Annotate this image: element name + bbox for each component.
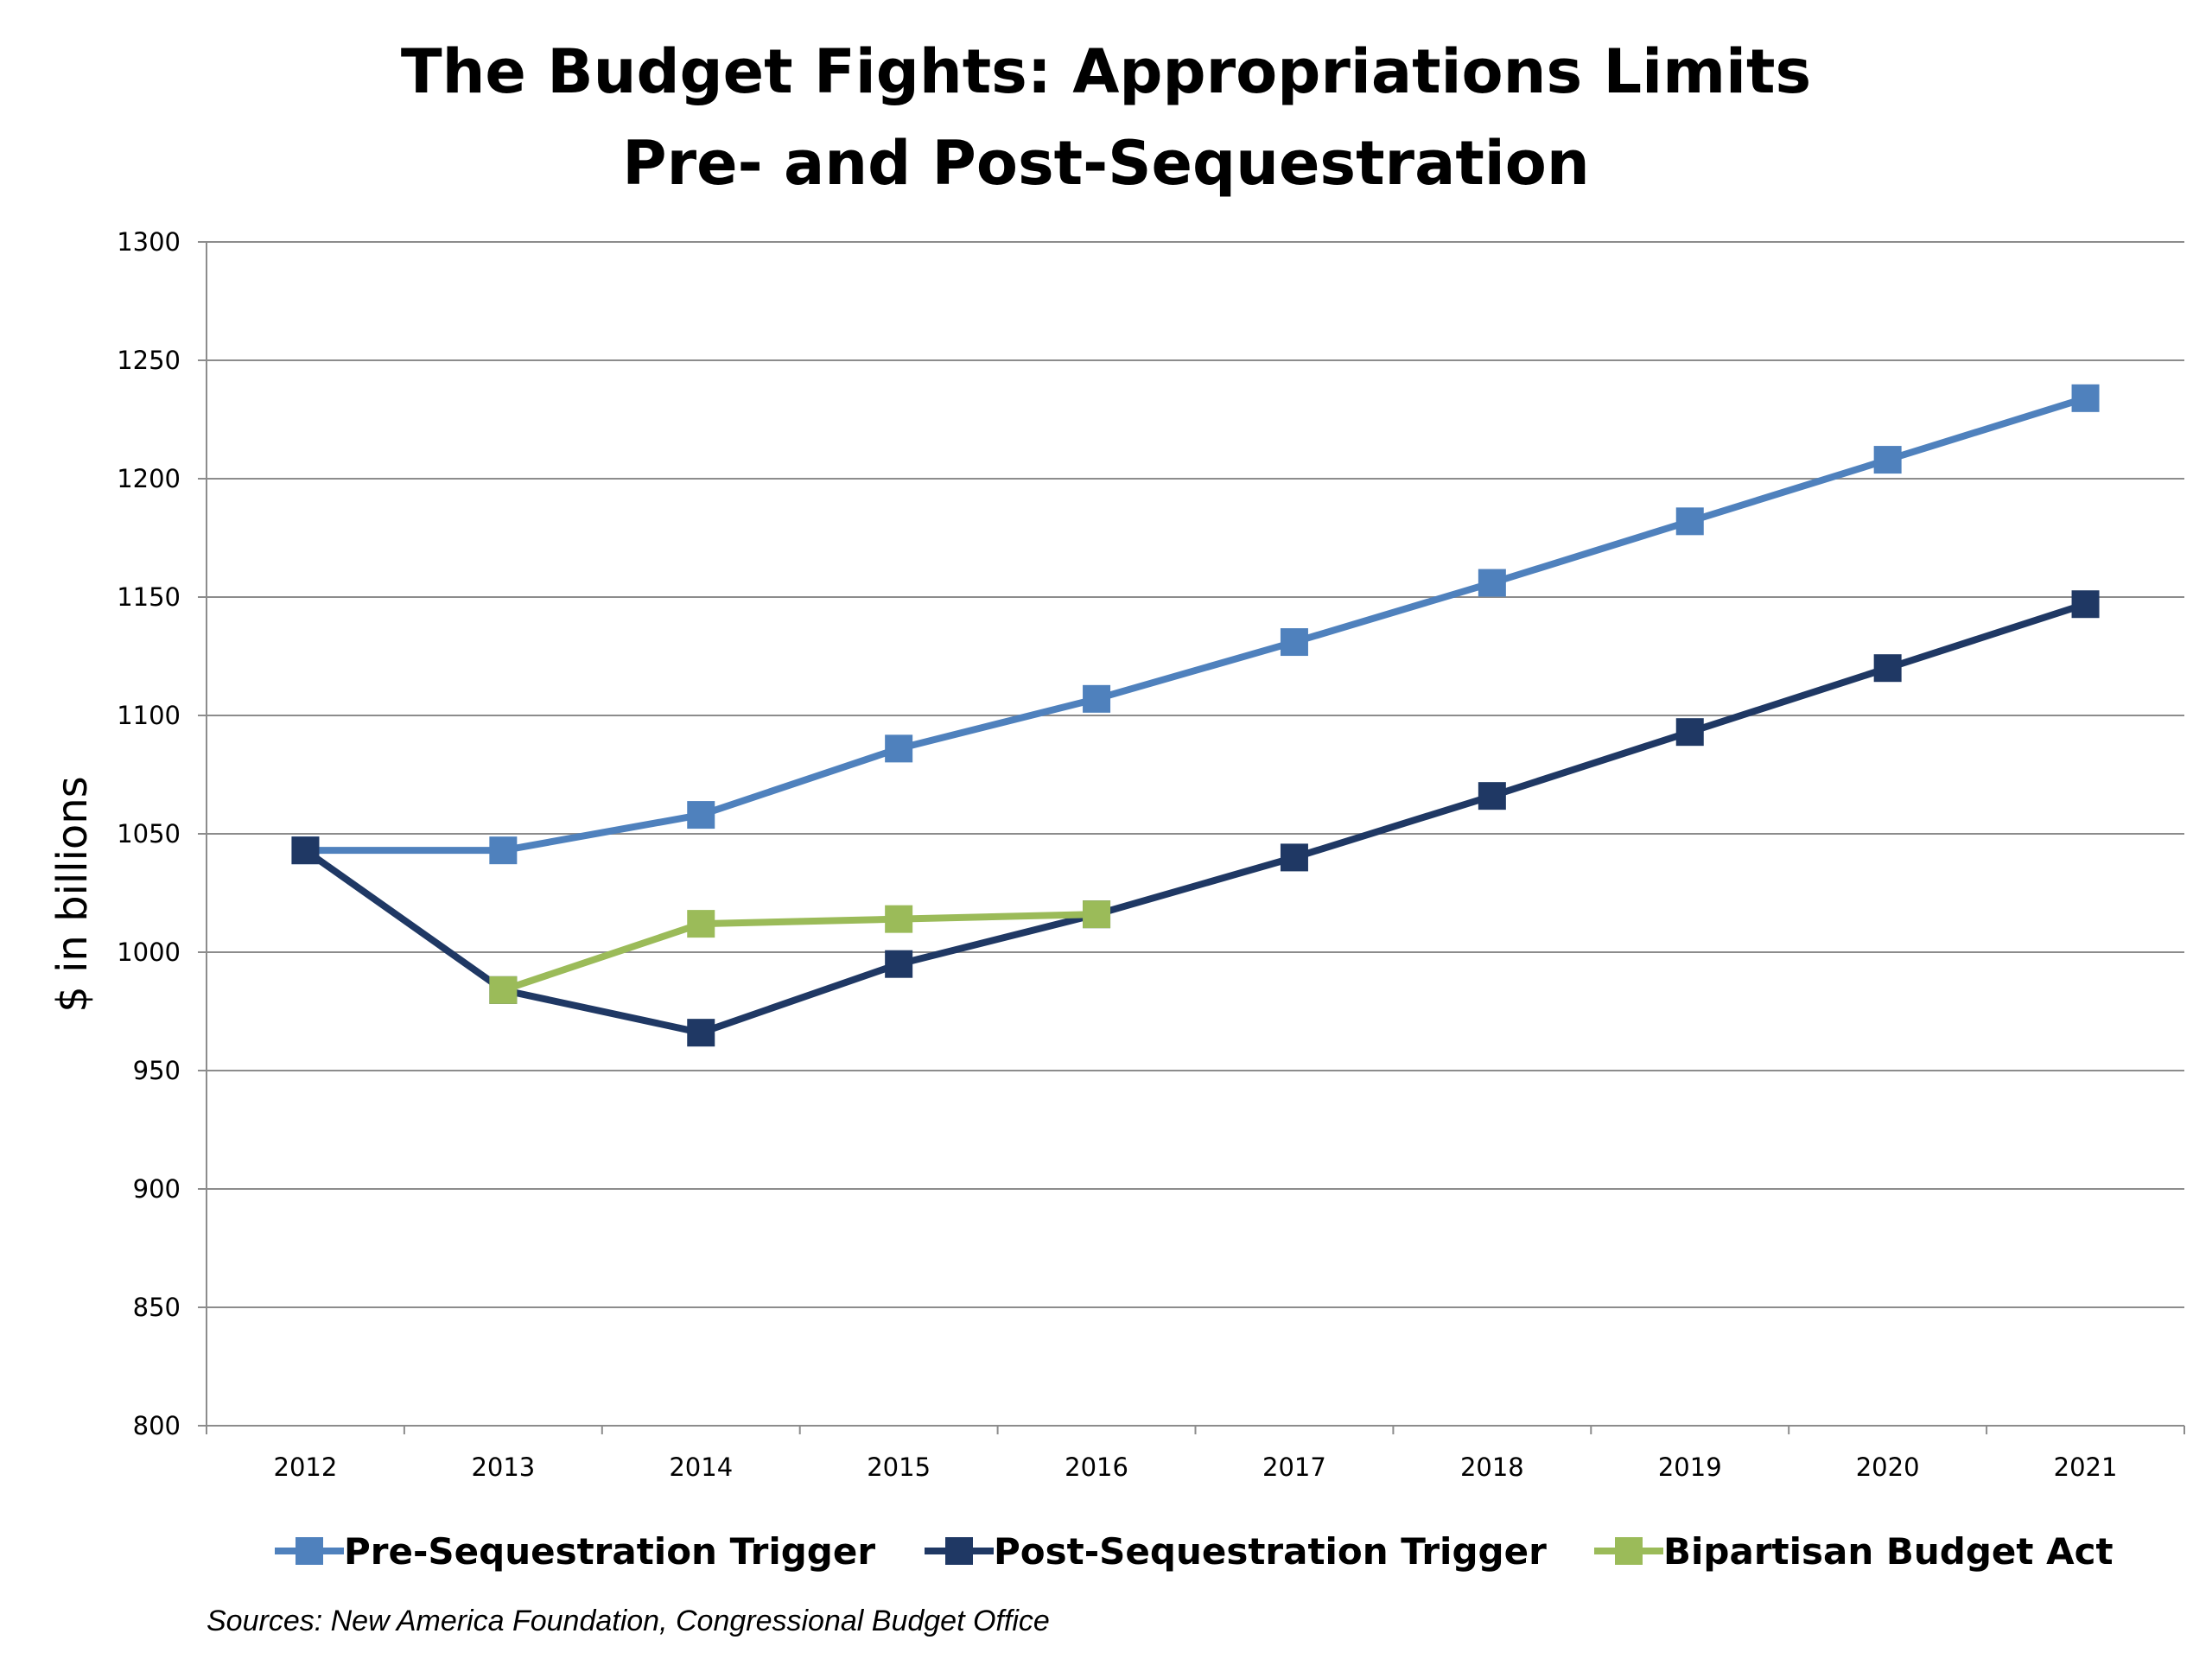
x-tick-label: 2019 [1658, 1452, 1722, 1482]
y-tick-label: 800 [133, 1411, 181, 1440]
data-point [885, 734, 913, 763]
x-tick-labels: 2012 2013 2014 2015 2016 2017 2018 2019 2020 2021 [274, 1452, 2118, 1482]
y-tick-label: 900 [133, 1174, 181, 1204]
data-point [1083, 900, 1111, 929]
source-note: Sources: New America Foundation, Congres… [207, 1605, 1050, 1637]
y-tick-label: 1250 [117, 346, 181, 375]
data-point [2071, 590, 2100, 619]
data-point [687, 1019, 715, 1047]
axes [198, 241, 2185, 1434]
x-tick-label: 2014 [669, 1452, 733, 1482]
chart-title: The Budget Fights: Appropriations Limits… [0, 26, 2212, 209]
data-point [687, 801, 715, 830]
data-point [489, 836, 518, 865]
series-post-sequestration-trigger [291, 590, 2100, 1047]
y-tick-label: 1200 [117, 464, 181, 493]
x-tick-label: 2016 [1065, 1452, 1128, 1482]
data-point [1478, 569, 1506, 597]
series-line [305, 395, 2087, 855]
y-tick-label: 1100 [117, 701, 181, 730]
x-tick-label: 2021 [2054, 1452, 2118, 1482]
y-tick-label: 1300 [117, 227, 181, 257]
legend-marker [1615, 1537, 1643, 1565]
legend-item: Bipartisan Budget Act [1594, 1530, 2113, 1573]
data-point [1280, 843, 1308, 872]
data-point [291, 836, 320, 865]
legend-label: Bipartisan Budget Act [1663, 1530, 2113, 1573]
x-tick-label: 2017 [1262, 1452, 1326, 1482]
data-point [687, 910, 715, 938]
legend-item: Pre-Sequestration Trigger [275, 1530, 875, 1573]
data-series [291, 384, 2100, 1047]
data-point [489, 976, 518, 1004]
x-tick-label: 2013 [471, 1452, 535, 1482]
legend-label: Pre-Sequestration Trigger [344, 1530, 875, 1573]
legend-marker [296, 1537, 323, 1565]
y-tick-label: 1050 [117, 819, 181, 849]
legend-label: Post-Sequestration Trigger [994, 1530, 1547, 1573]
y-tick-label: 1150 [117, 582, 181, 612]
data-point [1675, 507, 1704, 536]
series-bipartisan-budget-act [489, 900, 1111, 1004]
x-tick-label: 2015 [867, 1452, 931, 1482]
data-point [2071, 384, 2100, 412]
legend-item: Post-Sequestration Trigger [925, 1530, 1547, 1573]
y-axis-label: $ in billions [48, 776, 97, 1012]
data-point [1873, 654, 1902, 683]
y-tick-label: 850 [133, 1293, 181, 1322]
data-point [1478, 782, 1506, 810]
x-tick-label: 2012 [274, 1452, 338, 1482]
y-tick-label: 1000 [117, 938, 181, 967]
x-tick-label: 2018 [1460, 1452, 1524, 1482]
data-point [1675, 718, 1704, 747]
y-tick-labels: 800 850 900 950 1000 1050 1100 1150 1200 1250 1300 [117, 227, 181, 1440]
data-point [1873, 446, 1902, 474]
data-point [1280, 628, 1308, 657]
series-line [303, 601, 2087, 1037]
chart-title-line-1: The Budget Fights: Appropriations Limits [400, 36, 1812, 107]
legend-marker [945, 1537, 973, 1565]
data-point [885, 905, 913, 933]
chart-title-line-2: Pre- and Post-Sequestration [622, 128, 1590, 199]
y-tick-label: 950 [133, 1056, 181, 1085]
series-line [502, 911, 1097, 994]
data-point [885, 950, 913, 978]
gridlines [207, 241, 2184, 1308]
x-tick-label: 2020 [1856, 1452, 1920, 1482]
series-pre-sequestration-trigger [291, 384, 2100, 865]
data-point [1083, 684, 1111, 713]
legend: Pre-Sequestration Trigger Post-Sequestrat… [275, 1530, 2113, 1573]
